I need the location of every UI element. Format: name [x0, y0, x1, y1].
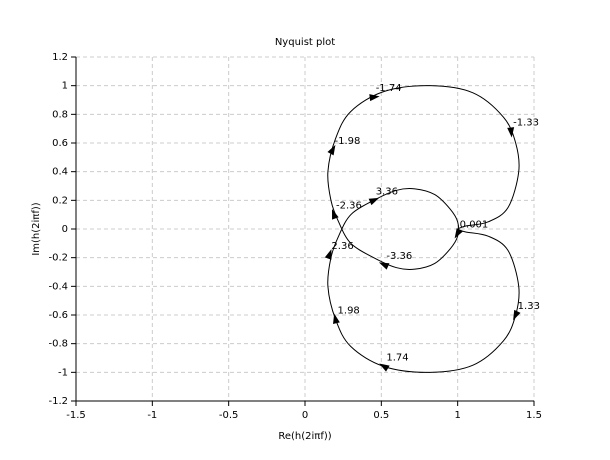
- frequency-label: 1.33: [518, 301, 540, 312]
- y-tick-label: 0.4: [52, 167, 68, 178]
- y-axis-label: Im(h(2iπf)): [31, 202, 42, 255]
- x-tick-label: 1: [454, 410, 460, 421]
- frequency-label: -2.36: [336, 201, 362, 212]
- x-tick-label: -0.5: [219, 410, 239, 421]
- frequency-label: 2.36: [331, 241, 353, 252]
- frequency-label: -1.33: [513, 118, 539, 129]
- y-tick-label: -0.6: [48, 310, 68, 321]
- y-tick-label: -0.8: [48, 339, 68, 350]
- direction-arrow: [333, 313, 340, 324]
- direction-arrow: [513, 309, 521, 321]
- y-tick-label: 1.2: [52, 52, 68, 63]
- y-tick-label: -1.2: [48, 396, 68, 407]
- frequency-label: -1.98: [334, 136, 360, 147]
- frequency-label: -1.74: [376, 83, 402, 94]
- y-tick-label: 0.2: [52, 195, 68, 206]
- direction-arrow: [327, 144, 336, 156]
- x-tick-label: 0: [302, 410, 308, 421]
- x-tick-label: 0.5: [373, 410, 389, 421]
- direction-arrow: [369, 94, 380, 102]
- direction-arrow: [331, 209, 339, 220]
- frequency-label: 1.74: [386, 353, 408, 364]
- y-tick-label: -0.2: [48, 253, 68, 264]
- frequency-label: 1.98: [338, 305, 360, 316]
- y-tick-label: -1: [58, 367, 68, 378]
- direction-arrow: [368, 197, 380, 206]
- chart-title: Nyquist plot: [275, 37, 335, 48]
- y-tick-label: 0.8: [52, 109, 68, 120]
- x-tick-label: -1: [147, 410, 157, 421]
- direction-arrow: [507, 127, 515, 138]
- nyquist-curve: [327, 85, 520, 373]
- direction-arrow: [379, 363, 390, 372]
- y-tick-label: -0.4: [48, 281, 68, 292]
- y-tick-label: 0: [62, 224, 68, 235]
- y-tick-label: 1: [62, 81, 68, 92]
- direction-arrow: [454, 228, 463, 239]
- frequency-label: 0.001: [460, 219, 489, 230]
- x-axis-label: Re(h(2iπf)): [278, 431, 331, 442]
- y-tick-label: 0.6: [52, 138, 68, 149]
- frequency-label: 3.36: [376, 186, 398, 197]
- x-tick-label: 1.5: [526, 410, 542, 421]
- direction-arrow: [378, 262, 390, 270]
- x-tick-label: -1.5: [66, 410, 86, 421]
- direction-arrow: [324, 249, 332, 260]
- frequency-label: -3.36: [386, 251, 412, 262]
